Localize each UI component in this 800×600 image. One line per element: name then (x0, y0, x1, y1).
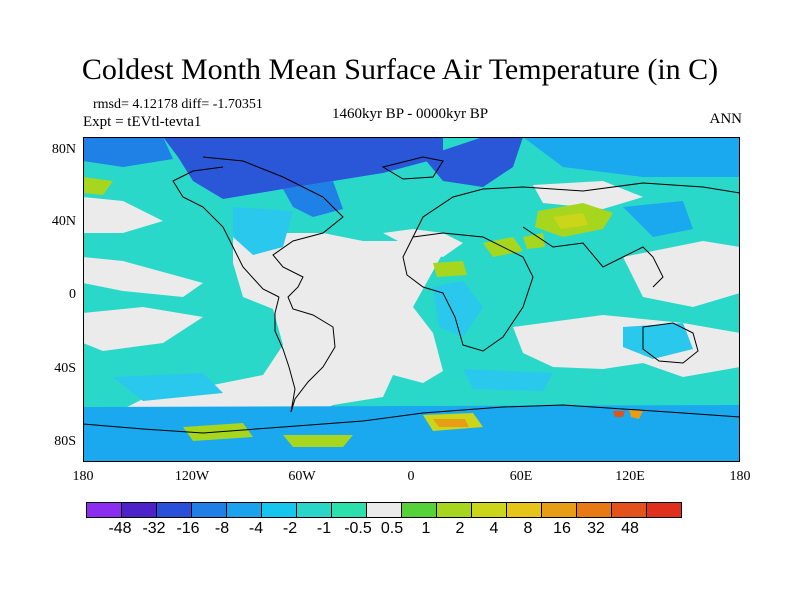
colorbar-label: -0.5 (344, 520, 372, 537)
colorbar (86, 502, 682, 518)
colorbar-label: 1 (421, 520, 431, 537)
map-frame (83, 137, 740, 462)
colorbar-swatch (261, 502, 297, 518)
cool-region (523, 137, 740, 177)
colorbar-label: -8 (214, 520, 230, 537)
stats-text: rmsd= 4.12178 diff= -1.70351 (93, 97, 263, 112)
colorbar-swatch (541, 502, 577, 518)
colorbar-label: -16 (176, 520, 200, 537)
colorbar-swatch (401, 502, 437, 518)
warm-region (433, 261, 467, 277)
colorbar-label: 4 (489, 520, 499, 537)
colorbar-swatch (191, 502, 227, 518)
lon-label: 180 (729, 469, 751, 484)
colorbar-swatch (366, 502, 402, 518)
warm-region (553, 213, 588, 229)
colorbar-swatch (121, 502, 157, 518)
colorbar-label: 16 (553, 520, 571, 537)
cool-region (423, 137, 523, 187)
warm-region (523, 233, 545, 249)
lon-label: 60E (509, 469, 533, 484)
season-label: ANN (709, 111, 743, 127)
cool-region (163, 137, 443, 199)
neutral-region (83, 257, 203, 297)
colorbar-swatch (471, 502, 507, 518)
neutral-region (623, 241, 740, 307)
neutral-region (383, 229, 463, 257)
neutral-region (83, 307, 203, 351)
warm-region (83, 177, 113, 195)
lat-label: 40S (54, 361, 76, 376)
lon-label: 60W (288, 469, 316, 484)
colorbar-label: 48 (621, 520, 639, 537)
warm-region (283, 435, 353, 447)
lat-label: 0 (69, 287, 76, 302)
cool-region (83, 137, 173, 167)
warm-region (629, 409, 643, 419)
cool-region (233, 207, 293, 255)
colorbar-swatch (86, 502, 122, 518)
lon-label: 120E (615, 469, 645, 484)
colorbar-swatch (331, 502, 367, 518)
lon-label: 120W (174, 469, 210, 484)
neutral-region (123, 233, 443, 433)
colorbar-swatch (506, 502, 542, 518)
colorbar-label: -48 (108, 520, 132, 537)
experiment-label: Expt = tEVtl-tevta1 (83, 114, 202, 130)
colorbar-label: 0.5 (380, 520, 404, 537)
colorbar-label: -2 (282, 520, 298, 537)
lat-label: 80S (54, 434, 76, 449)
cool-region (83, 405, 740, 462)
warm-region (613, 411, 625, 417)
period-label: 1460kyr BP - 0000kyr BP (331, 106, 489, 122)
colorbar-swatch (436, 502, 472, 518)
lat-label: 40N (51, 214, 76, 229)
cool-region (463, 369, 553, 391)
cool-region (623, 201, 693, 237)
colorbar-label: -32 (142, 520, 166, 537)
colorbar-swatch (611, 502, 647, 518)
colorbar-swatch (646, 502, 682, 518)
colorbar-label: 32 (587, 520, 605, 537)
cool-region (623, 323, 693, 359)
lon-label: 0 (407, 469, 415, 484)
cool-region (433, 281, 483, 337)
colorbar-swatch (296, 502, 332, 518)
colorbar-label: -4 (248, 520, 264, 537)
colorbar-label: 2 (455, 520, 465, 537)
colorbar-label: -1 (316, 520, 332, 537)
lon-label: 180 (72, 469, 94, 484)
warm-region (433, 419, 469, 427)
coastlines (83, 156, 740, 434)
map-title: Coldest Month Mean Surface Air Temperatu… (81, 53, 719, 86)
cool-region (283, 181, 343, 217)
cool-region (113, 373, 223, 401)
neutral-region (83, 197, 163, 233)
colorbar-swatch (226, 502, 262, 518)
colorbar-label: 8 (523, 520, 533, 537)
neutral-region (533, 181, 643, 209)
colorbar-swatch (576, 502, 612, 518)
lat-label: 80N (51, 142, 76, 157)
temperature-map (83, 137, 740, 462)
colorbar-swatch (156, 502, 192, 518)
